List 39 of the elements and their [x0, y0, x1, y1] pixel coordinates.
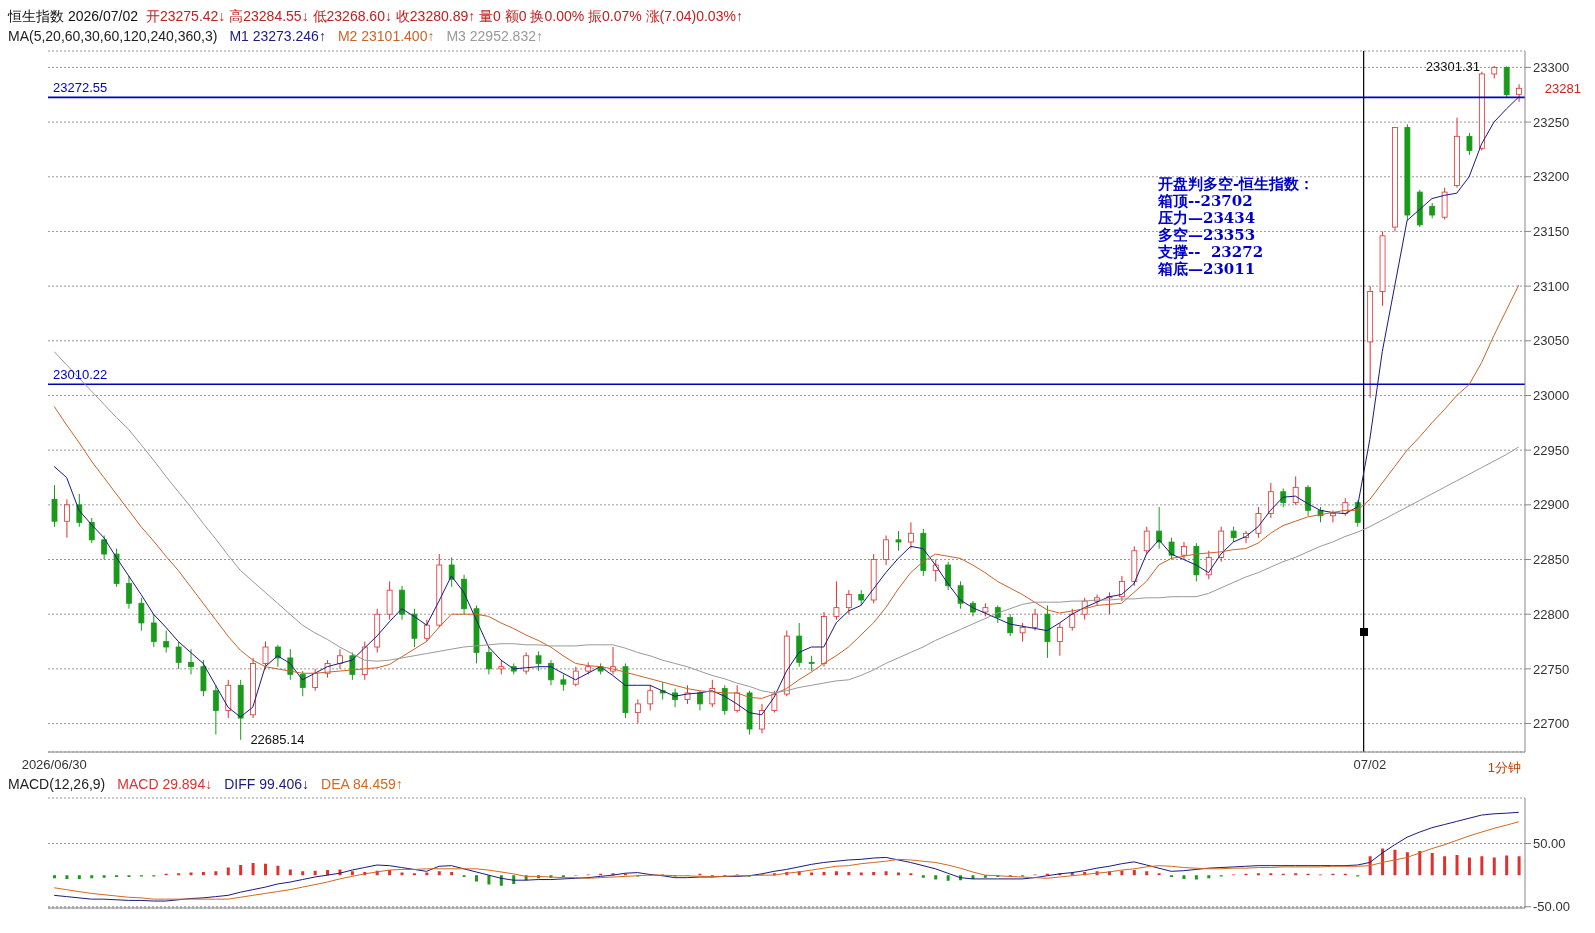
x-tick-label: 07/02 [1353, 757, 1387, 773]
text: M2 23101.400↑ [337, 28, 435, 46]
y-tick-label: -50.00 [1533, 899, 1570, 915]
y-tick-label: 50.00 [1533, 836, 1566, 852]
y-tick-label: 23150 [1533, 224, 1570, 240]
annotation: 支撑-- 23272 [1158, 243, 1265, 261]
y-tick-label: 23050 [1533, 333, 1570, 349]
y-tick-label: 23100 [1533, 278, 1570, 294]
y-tick-label: 22900 [1533, 497, 1570, 513]
x-tick-label: 2026/06/30 [21, 757, 87, 773]
ref-line-label: 23010.22 [53, 367, 108, 383]
annotation: 箱底—23011 [1158, 260, 1257, 278]
y-tick-label: 22950 [1533, 442, 1570, 458]
y-tick-label: 22700 [1533, 716, 1570, 732]
y-tick-label: 23000 [1533, 388, 1570, 404]
y-tick-label: 23300 [1533, 60, 1570, 76]
text: M1 23273.246↑ [229, 28, 326, 46]
x-axis-title: 1分钟 [1487, 760, 1521, 775]
legend-title: MACD(12,26,9) [8, 776, 106, 794]
y-tick-label: 22850 [1533, 552, 1570, 568]
text: MACD 29.894↓ [117, 776, 213, 794]
annotation: 箱顶--23702 [1158, 192, 1254, 210]
text: DIFF 99.406↓ [224, 776, 310, 794]
text: 23281 [1544, 80, 1581, 96]
text: M3 22952.832↑ [446, 28, 543, 46]
y-tick-label: 23250 [1533, 114, 1570, 130]
annotation: 压力—23434 [1158, 209, 1257, 227]
y-tick-label: 22750 [1533, 661, 1570, 677]
annotation: 22685.14 [250, 732, 305, 748]
y-tick-label: 23200 [1533, 169, 1570, 185]
chart-subtitle: 开23275.42↓ 高23284.55↓ 低23268.60↓ 收23280.89↑ 量0 额0 换0.00% 振0.07% 涨(7.04)0.03%↑ [145, 8, 743, 26]
ref-line-label: 23272.55 [53, 80, 108, 96]
annotation: 开盘判多空-恒生指数： [1158, 175, 1315, 193]
chart-title: 恒生指数 2026/07/02 [8, 8, 138, 26]
annotation: 多空—23353 [1158, 226, 1257, 244]
annotation: 23301.31 [1425, 58, 1480, 74]
text: DEA 84.459↑ [321, 776, 403, 794]
y-tick-label: 22800 [1533, 606, 1570, 622]
legend-title: MA(5,20,60,30,60,120,240,360,3) [8, 28, 218, 46]
